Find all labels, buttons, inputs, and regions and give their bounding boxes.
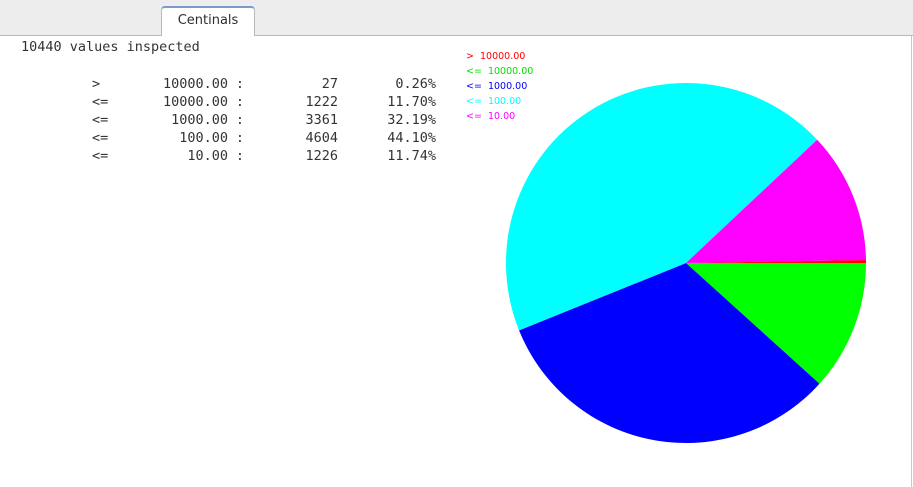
row-operator: <= [92, 148, 109, 164]
row-percent: 44.10% [387, 130, 436, 146]
legend-entry: <= 10.00 [466, 111, 516, 122]
tab-bar: Centinals [0, 0, 913, 37]
row-separator: : [235, 130, 245, 146]
row-count: 1222 [305, 94, 338, 110]
table-row: <= 10.00: 1226 11.74% [60, 147, 436, 165]
chart-legend: > 10000.00 <= 10000.00 <= 1000.00 <= 100.00… [466, 49, 533, 124]
pie-slice [519, 263, 820, 444]
row-threshold: 1000.00 [171, 112, 228, 128]
row-count: 1226 [305, 148, 338, 164]
row-count: 3361 [305, 112, 338, 128]
legend-entry: <= 10000.00 [466, 66, 534, 77]
table-row: <= 10000.00: 1222 11.70% [60, 93, 436, 111]
row-threshold: 10000.00 [162, 76, 228, 92]
row-count: 4604 [305, 130, 338, 146]
pie-slice [505, 82, 818, 331]
row-percent: 32.19% [387, 112, 436, 128]
pie-slice [686, 262, 866, 384]
row-operator: <= [92, 94, 109, 110]
legend-entry: <= 100.00 [466, 96, 522, 107]
row-count: 27 [321, 76, 338, 92]
legend-entry: > 10000.00 [466, 51, 526, 62]
row-separator: : [235, 112, 245, 128]
row-threshold: 10000.00 [162, 94, 228, 110]
table-row: <= 100.00: 4604 44.10% [60, 129, 436, 147]
row-separator: : [235, 94, 245, 110]
tab-centinals[interactable]: Centinals [161, 6, 255, 37]
values-inspected-summary: 10440 values inspected [21, 39, 200, 55]
legend-entry: <= 1000.00 [466, 81, 528, 92]
row-percent: 11.74% [387, 148, 436, 164]
table-row: >10000.00: 27 0.26% [60, 75, 436, 93]
row-operator: <= [92, 130, 109, 146]
row-operator: <= [92, 112, 109, 128]
distribution-table: >10000.00:27 0.26% <= 10000.00:1222 11.70% <=… [60, 75, 436, 165]
pie-slice [686, 139, 866, 263]
row-separator: : [235, 76, 245, 92]
row-percent: 0.26% [395, 76, 436, 92]
row-threshold: 100.00 [179, 130, 228, 146]
row-separator: : [235, 148, 245, 164]
row-percent: 11.70% [387, 94, 436, 110]
table-row: <= 1000.00: 3361 32.19% [60, 111, 436, 129]
row-operator: > [92, 76, 101, 92]
row-threshold: 10.00 [187, 148, 228, 164]
pie-slice [686, 260, 867, 263]
